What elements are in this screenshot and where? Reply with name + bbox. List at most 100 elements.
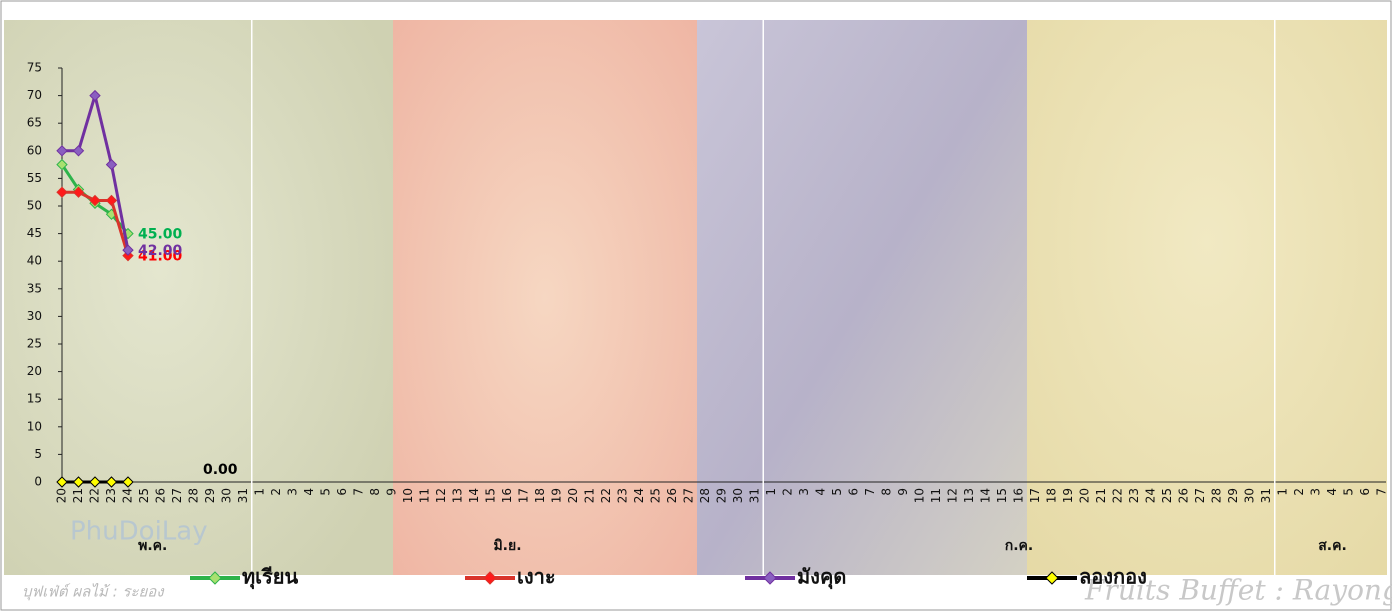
bg-mangosteen <box>697 20 1027 575</box>
marker <box>56 186 68 198</box>
x-tick-label: 17 <box>1028 488 1042 503</box>
x-tick-label: 1 <box>1276 488 1290 496</box>
x-tick-label: 26 <box>154 488 168 503</box>
x-tick-label: 9 <box>896 488 910 496</box>
x-tick-label: 23 <box>616 488 630 503</box>
marker <box>72 145 85 157</box>
x-tick-label: 26 <box>665 488 679 503</box>
y-tick-label: 10 <box>27 419 42 433</box>
marker <box>72 186 85 198</box>
legend-marker <box>1045 571 1059 585</box>
legend-label: เงาะ <box>517 565 556 589</box>
marker <box>56 145 68 157</box>
marker <box>89 476 101 488</box>
x-tick-label: 5 <box>319 488 333 496</box>
y-tick-label: 55 <box>27 171 42 185</box>
x-tick-label: 8 <box>368 488 382 496</box>
x-tick-label: 5 <box>830 488 844 496</box>
x-tick-label: 21 <box>71 488 85 503</box>
x-tick-label: 23 <box>1127 488 1141 503</box>
x-tick-label: 22 <box>1111 488 1125 503</box>
x-tick-label: 18 <box>1045 488 1059 503</box>
marker <box>105 194 118 207</box>
x-group-label: ส.ค. <box>1318 538 1347 554</box>
x-tick-label: 13 <box>451 488 465 503</box>
x-tick-label: 25 <box>649 488 663 503</box>
x-tick-label: 25 <box>1160 488 1174 503</box>
x-tick-label: 3 <box>286 488 300 496</box>
x-tick-label: 7 <box>1375 488 1389 496</box>
x-tick-label: 22 <box>599 488 613 503</box>
x-tick-label: 30 <box>1243 488 1257 503</box>
legend-marker <box>208 571 222 585</box>
legend-label: ทุเรียน <box>242 565 298 590</box>
marker <box>105 476 118 488</box>
x-tick-label: 7 <box>863 488 877 496</box>
y-tick-label: 60 <box>27 143 42 157</box>
y-tick-label: 45 <box>27 226 42 240</box>
x-tick-label: 8 <box>880 488 894 496</box>
x-tick-label: 5 <box>1342 488 1356 496</box>
x-tick-label: 11 <box>418 488 432 503</box>
x-tick-label: 31 <box>748 488 762 503</box>
x-tick-label: 2 <box>781 488 795 496</box>
x-tick-label: 18 <box>533 488 547 503</box>
data-label: 42.00 <box>138 243 183 259</box>
x-tick-label: 12 <box>946 488 960 503</box>
x-tick-label: 19 <box>550 488 564 503</box>
x-tick-label: 2 <box>269 488 283 496</box>
marker <box>56 476 68 488</box>
marker <box>122 244 134 256</box>
x-tick-label: 27 <box>682 488 696 503</box>
x-tick-label: 24 <box>121 488 135 503</box>
x-tick-label: 23 <box>104 488 118 503</box>
y-tick-label: 65 <box>27 116 42 130</box>
x-tick-label: 10 <box>913 488 927 503</box>
marker <box>89 89 101 102</box>
marker <box>56 158 68 171</box>
y-tick-label: 15 <box>27 392 42 406</box>
x-tick-label: 26 <box>1177 488 1191 503</box>
data-label: 45.00 <box>138 227 183 243</box>
x-tick-label: 7 <box>352 488 366 496</box>
x-tick-label: 4 <box>1325 488 1339 496</box>
x-tick-label: 9 <box>385 488 399 496</box>
x-tick-label: 31 <box>1259 488 1273 503</box>
y-tick-label: 0 <box>34 475 42 489</box>
legend-label: ลองกอง <box>1079 565 1147 589</box>
x-tick-label: 27 <box>1193 488 1207 503</box>
x-group-label: พ.ค. <box>138 538 167 554</box>
x-tick-label: 6 <box>1358 488 1372 496</box>
x-tick-label: 30 <box>220 488 234 503</box>
y-tick-label: 75 <box>27 61 42 75</box>
x-tick-label: 17 <box>517 488 531 503</box>
x-tick-label: 2 <box>1292 488 1306 496</box>
watermark-thai: บุฟเฟ่ต์ ผลไม้ : ระยอง <box>22 583 165 601</box>
x-tick-label: 31 <box>236 488 250 503</box>
legend-label: มังคุด <box>797 565 846 590</box>
x-tick-label: 27 <box>170 488 184 503</box>
x-tick-label: 1 <box>764 488 778 496</box>
x-group-label: มิ.ย. <box>493 538 521 554</box>
y-tick-label: 50 <box>27 199 42 213</box>
x-tick-label: 29 <box>715 488 729 503</box>
x-tick-label: 25 <box>137 488 151 503</box>
y-tick-label: 35 <box>27 281 42 295</box>
x-tick-label: 15 <box>484 488 498 503</box>
x-tick-label: 13 <box>962 488 976 503</box>
x-tick-label: 20 <box>55 488 69 503</box>
x-tick-label: 20 <box>566 488 580 503</box>
y-tick-label: 20 <box>27 364 42 378</box>
y-tick-label: 70 <box>27 88 42 102</box>
x-tick-label: 24 <box>632 488 646 503</box>
x-tick-label: 10 <box>401 488 415 503</box>
y-tick-label: 5 <box>34 447 42 461</box>
x-tick-label: 19 <box>1061 488 1075 503</box>
x-tick-label: 16 <box>500 488 514 503</box>
data-label: 0.00 <box>203 462 238 478</box>
marker <box>105 158 118 171</box>
x-tick-label: 16 <box>1012 488 1026 503</box>
x-tick-label: 21 <box>1094 488 1108 503</box>
x-tick-label: 29 <box>1226 488 1240 503</box>
